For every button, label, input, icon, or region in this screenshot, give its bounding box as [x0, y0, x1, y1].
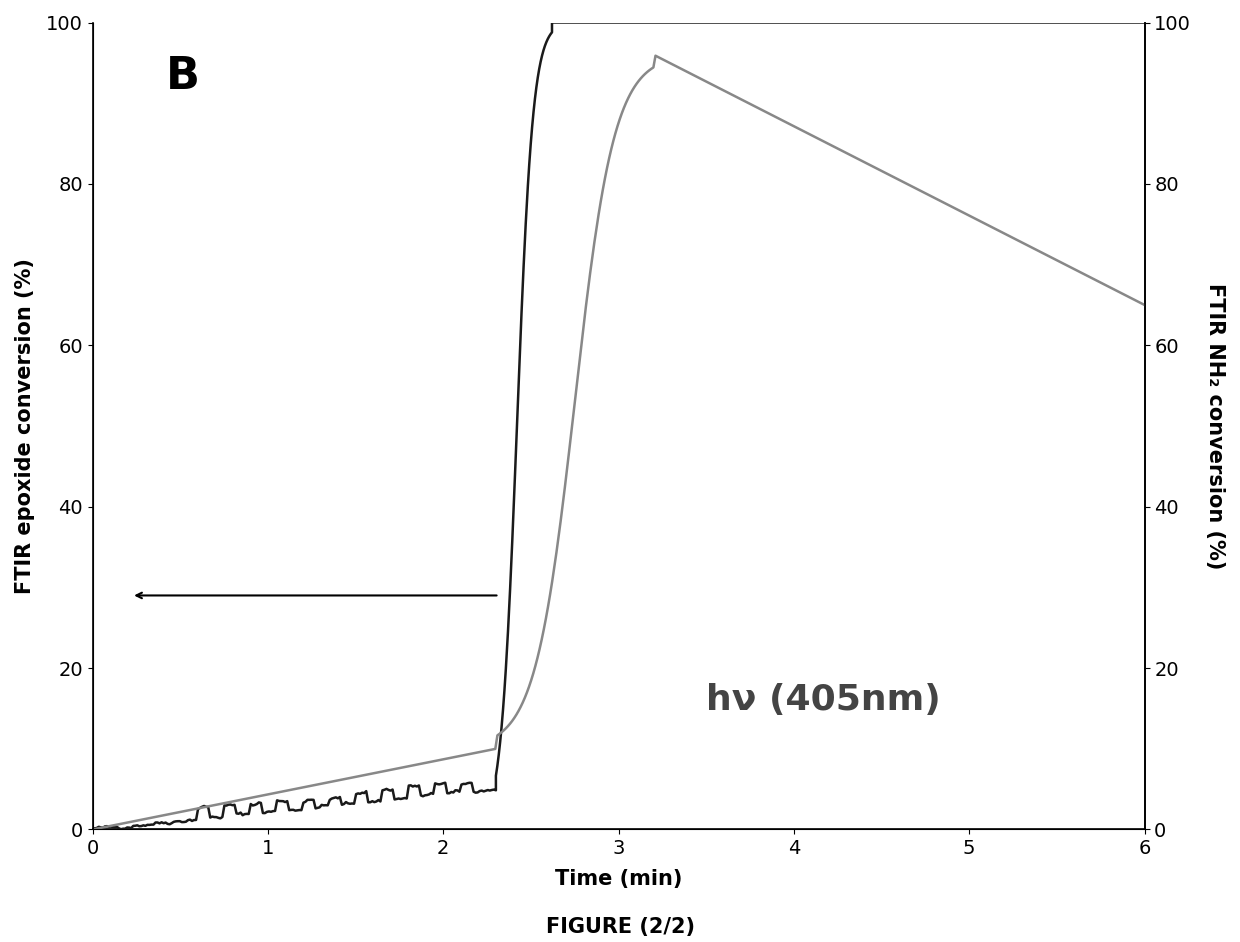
Text: hν (405nm): hν (405nm) [707, 683, 941, 717]
Text: B: B [166, 55, 201, 98]
Y-axis label: FTIR NH₂ conversion (%): FTIR NH₂ conversion (%) [1205, 283, 1225, 569]
X-axis label: Time (min): Time (min) [556, 869, 682, 889]
Text: FIGURE (2/2): FIGURE (2/2) [546, 917, 694, 936]
Y-axis label: FTIR epoxide conversion (%): FTIR epoxide conversion (%) [15, 258, 35, 593]
